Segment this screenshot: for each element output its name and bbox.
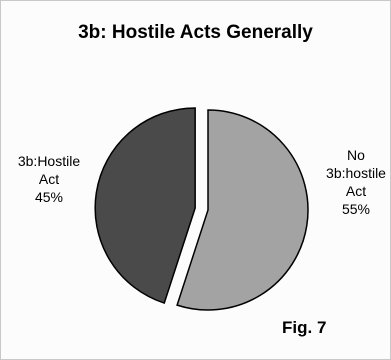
- figure-label: Fig. 7: [282, 318, 327, 337]
- pie-slice-hostile-act: [94, 107, 196, 305]
- slice-label-hostile-act: 3b:Hostile Act 45%: [2, 152, 96, 206]
- slice-label-no-hostile-act-pct: 55%: [341, 201, 371, 217]
- slice-label-hostile-act-pct: 45%: [34, 189, 64, 205]
- slice-label-hostile-act-line2: Act: [38, 171, 60, 187]
- slice-label-no-hostile-act-line1: No: [347, 147, 365, 163]
- slice-label-no-hostile-act: No 3b:hostile Act 55%: [320, 146, 391, 218]
- slice-label-hostile-act-line1: 3b:Hostile: [17, 153, 81, 169]
- slice-label-no-hostile-act-line3: Act: [345, 183, 367, 199]
- pie-slice-no-hostile-act: [176, 109, 309, 311]
- slice-label-no-hostile-act-line2: 3b:hostile: [326, 165, 386, 181]
- chart-title: 3b: Hostile Acts Generally: [78, 22, 313, 43]
